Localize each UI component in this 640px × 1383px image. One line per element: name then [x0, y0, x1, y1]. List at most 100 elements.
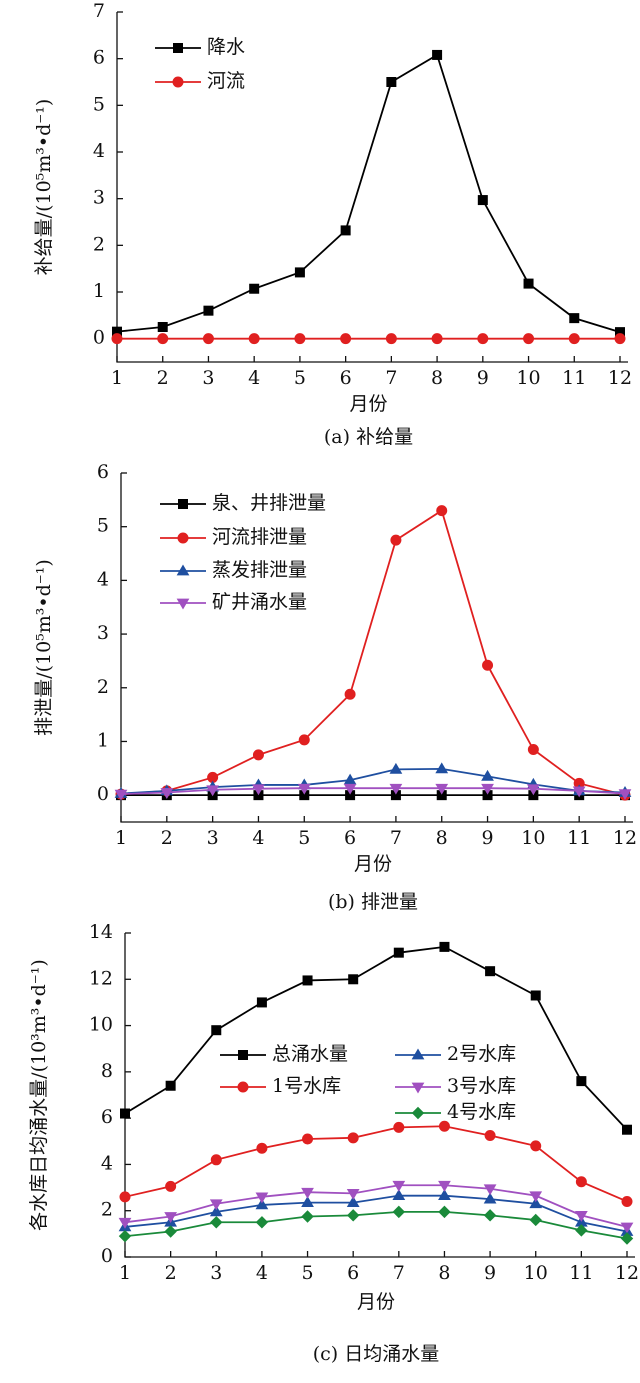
- marker: [620, 1232, 634, 1245]
- caption: (b) 排泄量: [328, 891, 418, 913]
- axis-line: [120, 473, 633, 823]
- marker: [160, 788, 174, 799]
- x-tick-label: 6: [344, 827, 356, 849]
- x-tick-label: 9: [477, 367, 489, 389]
- marker: [575, 1176, 587, 1188]
- marker: [249, 283, 260, 294]
- series-line: [124, 1184, 628, 1228]
- marker: [346, 1189, 360, 1200]
- y-tick-label: 14: [89, 921, 113, 943]
- caption: (a) 补给量: [324, 426, 413, 448]
- marker: [569, 313, 580, 324]
- legend-label: 河流排泄量: [212, 526, 307, 548]
- marker: [527, 744, 539, 756]
- x-tick-label: 4: [256, 1262, 268, 1284]
- marker: [411, 1106, 425, 1120]
- x-tick-label: 5: [294, 367, 306, 389]
- legend-label: 河流: [207, 70, 245, 92]
- marker: [385, 333, 397, 345]
- marker: [386, 77, 397, 87]
- marker: [302, 975, 313, 986]
- marker: [392, 1189, 406, 1201]
- x-tick-label: 1: [115, 827, 127, 849]
- marker: [165, 1180, 177, 1192]
- series-line: [124, 1125, 628, 1203]
- y-tick-label: 5: [97, 515, 109, 537]
- y-tick-label: 7: [93, 0, 105, 22]
- marker: [176, 564, 190, 576]
- marker: [294, 333, 306, 345]
- x-tick-label: 11: [562, 367, 586, 389]
- marker: [389, 762, 403, 774]
- y-tick-label: 6: [93, 47, 105, 69]
- marker: [238, 1050, 248, 1060]
- marker: [477, 195, 488, 206]
- marker: [390, 534, 402, 546]
- y-tick-label: 4: [93, 140, 105, 162]
- marker: [481, 769, 494, 781]
- marker: [530, 1140, 542, 1152]
- y-tick-label: 3: [97, 622, 109, 644]
- marker: [210, 1216, 223, 1229]
- marker: [618, 789, 632, 801]
- marker: [252, 749, 264, 761]
- marker: [483, 1209, 497, 1222]
- marker: [622, 1124, 632, 1135]
- x-tick-label: 2: [161, 827, 173, 849]
- marker: [614, 333, 626, 345]
- marker: [256, 1142, 268, 1154]
- legend-label: 2号水库: [447, 1043, 516, 1065]
- legend-label: 蒸发排泄量: [212, 559, 307, 581]
- marker: [435, 762, 449, 774]
- marker: [118, 1217, 132, 1229]
- series-line: [124, 945, 628, 1131]
- y-tick-label: 12: [89, 967, 113, 989]
- marker: [164, 1212, 178, 1223]
- marker: [298, 734, 310, 746]
- marker: [529, 1197, 543, 1209]
- marker: [523, 333, 535, 345]
- marker: [392, 1180, 406, 1192]
- marker: [529, 1191, 543, 1203]
- marker: [568, 333, 580, 345]
- marker: [572, 786, 586, 798]
- marker: [114, 789, 128, 801]
- y-tick-label: 6: [97, 461, 109, 483]
- x-tick-label: 3: [202, 367, 214, 389]
- marker: [576, 1076, 587, 1087]
- y-tick-label: 8: [101, 1060, 113, 1082]
- marker: [483, 1184, 497, 1196]
- series-line: [120, 767, 626, 795]
- x-tick-label: 9: [481, 827, 493, 849]
- x-axis-label: 月份: [357, 1291, 395, 1313]
- marker: [485, 966, 496, 977]
- x-tick-label: 12: [615, 1262, 639, 1284]
- x-tick-label: 2: [157, 367, 169, 389]
- x-tick-label: 8: [436, 827, 448, 849]
- legend-label: 泉、井排泄量: [212, 492, 326, 514]
- x-tick-label: 8: [438, 1262, 450, 1284]
- marker: [393, 947, 404, 958]
- x-tick-label: 5: [298, 827, 310, 849]
- marker: [256, 997, 267, 1008]
- marker: [348, 974, 359, 985]
- y-tick-label: 0: [101, 1245, 113, 1267]
- x-tick-label: 3: [210, 1262, 222, 1284]
- series-line: [120, 787, 626, 795]
- marker: [484, 1130, 496, 1141]
- y-tick-label: 2: [101, 1199, 113, 1221]
- marker: [118, 1229, 132, 1243]
- y-tick-label: 3: [93, 187, 105, 209]
- x-tick-label: 1: [111, 367, 123, 389]
- x-tick-label: 11: [569, 1262, 593, 1284]
- marker: [530, 990, 541, 1001]
- marker: [483, 1192, 497, 1204]
- marker: [206, 785, 220, 797]
- axis-line: [116, 12, 628, 363]
- x-tick-label: 1: [119, 1262, 131, 1284]
- marker: [294, 267, 305, 278]
- marker: [347, 1132, 359, 1144]
- y-tick-label: 1: [97, 729, 109, 751]
- marker: [392, 1205, 406, 1219]
- marker: [252, 784, 265, 796]
